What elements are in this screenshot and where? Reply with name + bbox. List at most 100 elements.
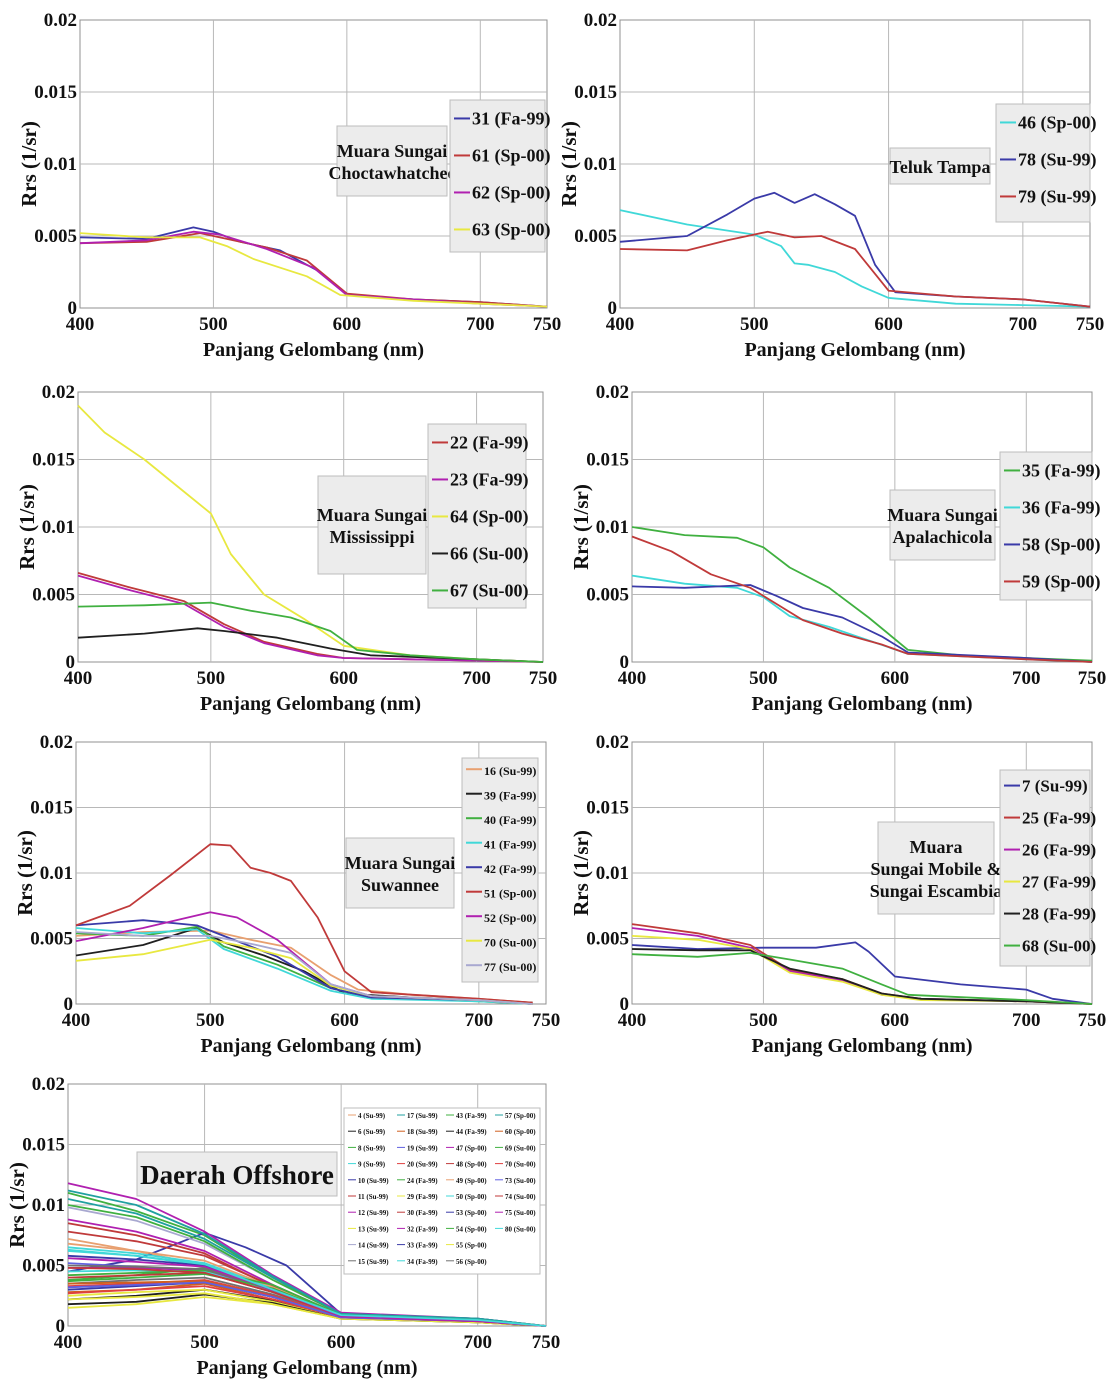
legend-label: 10 (Su-99) — [358, 1177, 389, 1185]
annotation-text: Sungai Escambia — [870, 881, 1003, 901]
series-line — [631, 535, 1093, 663]
chart-panel-6: 400 500 600 700 750 0 0.005 0.01 0.015 0.02 Panjan… — [569, 732, 1106, 1057]
x-tick-label: 600 — [327, 1332, 356, 1353]
legend-label: 62 (Sp-00) — [472, 182, 551, 203]
legend-label: 24 (Fa-99) — [407, 1177, 438, 1185]
series-line — [75, 931, 533, 1005]
x-tick-label: 750 — [1078, 1010, 1107, 1031]
legend-box — [343, 1107, 541, 1275]
series-line — [619, 230, 1091, 308]
x-tick-label: 400 — [618, 668, 647, 689]
legend-label: 18 (Su-99) — [407, 1128, 438, 1136]
chart-panel-5: 400 500 600 700 750 0 0.005 0.01 0.015 0.02 Panjan… — [13, 732, 560, 1057]
legend-label: 68 (Su-00) — [1022, 937, 1096, 956]
y-axis-label: Rrs (1/sr) — [569, 830, 593, 916]
annotation-text: Sungai Mobile & — [870, 859, 1001, 879]
annotation-text: Daerah Offshore — [140, 1160, 334, 1190]
legend-label: 14 (Su-99) — [358, 1242, 389, 1250]
legend-label: 40 (Fa-99) — [484, 813, 536, 827]
series-line — [631, 952, 1093, 1005]
y-axis-label: Rrs (1/sr) — [569, 484, 593, 570]
y-tick-label: 0.02 — [596, 382, 629, 403]
y-tick-label: 0.02 — [596, 732, 629, 753]
x-axis-label: Panjang Gelombang (nm) — [203, 339, 424, 361]
series-line — [631, 948, 1093, 1005]
x-tick-label: 600 — [329, 668, 358, 689]
x-tick-label: 600 — [881, 1010, 910, 1031]
legend-label: 33 (Fa-99) — [407, 1242, 438, 1250]
series-line — [631, 584, 1093, 663]
x-tick-label: 750 — [532, 1010, 561, 1031]
y-tick-label: 0 — [608, 298, 618, 319]
series-line — [67, 1292, 547, 1327]
annotation-box — [889, 147, 991, 185]
y-tick-label: 0 — [620, 994, 630, 1015]
legend-label: 7 (Su-99) — [1022, 777, 1088, 796]
annotation-box — [317, 475, 427, 575]
y-axis-label: Rrs (1/sr) — [17, 121, 41, 207]
y-tick-label: 0.005 — [22, 1256, 65, 1277]
chart-panel-1: 400 500 600 700 750 0 0.005 0.01 0.015 0.02 Panjan… — [17, 10, 561, 361]
legend-label: 17 (Su-99) — [407, 1112, 438, 1120]
x-tick-label: 600 — [333, 314, 362, 335]
annotation-text: Teluk Tampa — [890, 157, 991, 177]
x-tick-label: 750 — [533, 314, 562, 335]
x-tick-label: 400 — [606, 314, 635, 335]
legend-label: 49 (Sp-00) — [456, 1177, 487, 1185]
legend-label: 39 (Fa-99) — [484, 789, 536, 803]
x-tick-label: 700 — [1009, 314, 1038, 335]
x-tick-label: 400 — [62, 1010, 91, 1031]
annotation-box — [336, 125, 448, 197]
legend-label: 31 (Fa-99) — [472, 108, 550, 129]
legend-label: 67 (Su-00) — [450, 580, 529, 601]
y-tick-label: 0.01 — [596, 863, 629, 884]
x-axis-label: Panjang Gelombang (nm) — [200, 1035, 421, 1057]
y-tick-label: 0.015 — [22, 1135, 65, 1156]
x-tick-label: 750 — [529, 668, 558, 689]
legend-label: 9 (Su-99) — [358, 1161, 386, 1169]
annotation-text: Muara Sungai — [337, 141, 448, 161]
annotation-text: Mississippi — [329, 527, 414, 547]
y-tick-label: 0.015 — [586, 450, 629, 471]
annotation-text: Muara Sungai — [887, 505, 998, 525]
legend-label: 8 (Su-99) — [358, 1144, 386, 1152]
x-tick-label: 750 — [1078, 668, 1107, 689]
annotation-text: Choctawhatchee — [329, 163, 456, 183]
legend-label: 53 (Sp-00) — [456, 1209, 487, 1217]
legend-label: 60 (Sp-00) — [505, 1128, 536, 1136]
legend-box — [999, 769, 1091, 967]
y-tick-label: 0.02 — [584, 10, 617, 31]
legend-label: 16 (Su-99) — [484, 764, 536, 778]
y-axis-label: Rrs (1/sr) — [5, 1162, 29, 1248]
legend-label: 27 (Fa-99) — [1022, 873, 1096, 892]
legend-label: 69 (Su-00) — [505, 1144, 536, 1152]
legend-label: 44 (Fa-99) — [456, 1128, 487, 1136]
x-tick-label: 700 — [465, 1010, 494, 1031]
series-line — [67, 1248, 547, 1327]
y-tick-label: 0.01 — [42, 517, 75, 538]
legend-label: 73 (Su-00) — [505, 1177, 536, 1185]
legend-label: 57 (Sp-00) — [505, 1112, 536, 1120]
y-tick-label: 0.005 — [32, 585, 75, 606]
x-axis-label: Panjang Gelombang (nm) — [751, 1035, 972, 1057]
chart-panel-7: 400 500 600 700 750 0 0.005 0.01 0.015 0.02 Panjan… — [5, 1074, 560, 1379]
legend-label: 30 (Fa-99) — [407, 1209, 438, 1217]
x-tick-label: 500 — [740, 314, 769, 335]
y-tick-label: 0.015 — [30, 798, 73, 819]
y-axis-label: Rrs (1/sr) — [15, 484, 39, 570]
y-tick-label: 0 — [620, 652, 630, 673]
legend-label: 74 (Su-00) — [505, 1193, 536, 1201]
chart-panel-2: 400 500 600 700 750 0 0.005 0.01 0.015 0.02 Panjan… — [557, 10, 1104, 361]
legend-label: 12 (Su-99) — [358, 1209, 389, 1217]
y-tick-label: 0.01 — [40, 863, 73, 884]
annotation-box — [136, 1151, 338, 1197]
y-tick-label: 0.005 — [586, 585, 629, 606]
y-tick-label: 0.015 — [32, 450, 75, 471]
legend-label: 19 (Su-99) — [407, 1144, 438, 1152]
x-tick-label: 600 — [330, 1010, 359, 1031]
legend-label: 54 (Sp-00) — [456, 1225, 487, 1233]
legend-label: 59 (Sp-00) — [1022, 571, 1101, 592]
legend-box — [999, 451, 1093, 601]
legend-label: 56 (Sp-00) — [456, 1258, 487, 1266]
legend-label: 6 (Su-99) — [358, 1128, 386, 1136]
